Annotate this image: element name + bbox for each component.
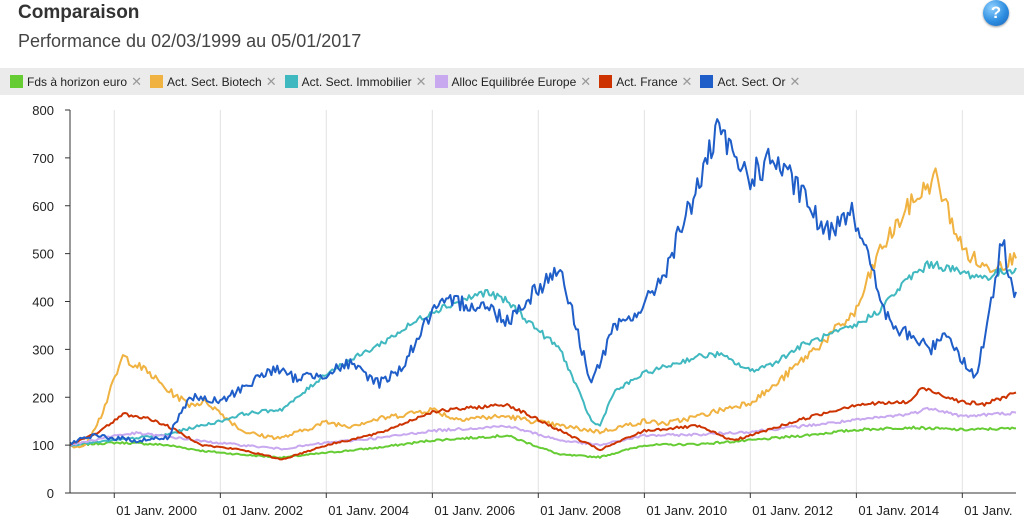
close-icon[interactable]: ✕ — [789, 73, 801, 89]
x-tick-label: 01 Janv. 2012 — [752, 503, 833, 518]
legend-item-act-sect-or[interactable]: Act. Sect. Or ✕ — [700, 74, 800, 90]
y-tick-label: 800 — [32, 103, 54, 118]
x-tick-label: 01 Janv. 2000 — [116, 503, 197, 518]
series-line-alloc-equilibree-europe — [69, 406, 1017, 451]
legend-label: Fds à horizon euro — [27, 74, 128, 89]
y-tick-label: 100 — [32, 438, 54, 453]
close-icon[interactable]: ✕ — [265, 73, 277, 89]
legend-swatch — [434, 75, 448, 88]
legend-item-act-france[interactable]: Act. France ✕ — [599, 74, 692, 90]
legend-swatch — [700, 75, 714, 88]
legend-swatch — [10, 75, 23, 88]
axes: 01 Janv. 2000 01 Janv. 2002 01 Janv. 2004 0… — [32, 103, 1016, 518]
legend-item-fds-a-horizon-euro[interactable]: Fds à horizon euro ✕ — [10, 74, 142, 90]
close-icon[interactable]: ✕ — [415, 73, 427, 89]
y-tick-label: 200 — [32, 390, 54, 405]
legend-item-alloc-equilibree-europe[interactable]: Alloc Equilibrée Europe ✕ — [434, 73, 592, 90]
x-tick-label: 01 Janv. 2004 — [328, 503, 409, 518]
series-line-act-sect-immobilier — [69, 260, 1017, 447]
x-tick-label: 01 Janv. 2002 — [222, 503, 303, 518]
close-icon[interactable]: ✕ — [580, 73, 592, 89]
chart-subtitle: Performance du 02/03/1999 au 05/01/2017 — [18, 31, 362, 51]
y-tick-label: 500 — [32, 247, 54, 262]
x-tick-label: 01 Janv. 2006 — [434, 503, 515, 518]
legend-label: Act. Sect. Or — [717, 74, 786, 89]
line-chart: 01 Janv. 2000 01 Janv. 2002 01 Janv. 2004 0… — [32, 103, 1017, 518]
legend-label: Alloc Equilibrée Europe — [451, 74, 577, 89]
chart-title: Comparaison — [18, 2, 140, 23]
close-icon[interactable]: ✕ — [681, 73, 693, 89]
legend: Fds à horizon euro ✕ Act. Sect. Biotech ✕ Ac… — [0, 68, 1024, 95]
series-line-fds-a-horizon-euro — [69, 425, 1017, 460]
legend-swatch — [149, 75, 163, 88]
legend-swatch — [599, 75, 613, 88]
x-tick-label: 01 Janv. 2010 — [646, 503, 727, 518]
y-tick-label: 400 — [32, 295, 54, 310]
legend-label: Act. France — [616, 74, 678, 89]
series-line-act-sect-biotech — [69, 167, 1017, 449]
legend-swatch — [284, 75, 298, 88]
help-icon[interactable]: ? — [983, 0, 1009, 26]
x-tick-label: 01 Janv. — [964, 503, 1012, 518]
y-tick-label: 300 — [32, 342, 54, 357]
x-tick-label: 01 Janv. 2008 — [540, 503, 621, 518]
series-line-act-france — [69, 387, 1017, 461]
x-tick-label: 01 Janv. 2014 — [858, 503, 939, 518]
legend-label: Act. Sect. Immobilier — [301, 74, 412, 89]
legend-item-act-sect-immobilier[interactable]: Act. Sect. Immobilier ✕ — [284, 73, 427, 90]
series-line-act-sect-or — [69, 118, 1017, 445]
legend-label: Act. Sect. Biotech — [166, 74, 262, 89]
y-tick-label: 0 — [47, 486, 54, 501]
y-tick-label: 600 — [32, 199, 54, 214]
y-tick-label: 700 — [32, 151, 54, 166]
legend-item-act-sect-biotech[interactable]: Act. Sect. Biotech ✕ — [149, 73, 277, 90]
close-icon[interactable]: ✕ — [131, 73, 142, 89]
series-lines — [69, 118, 1017, 461]
